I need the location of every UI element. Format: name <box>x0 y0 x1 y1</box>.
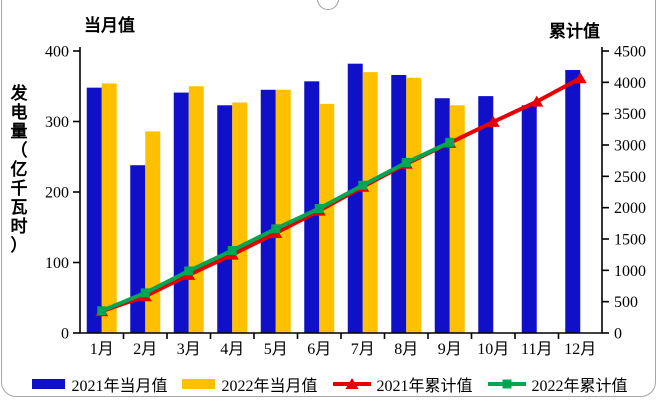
marker-triangle <box>530 95 544 107</box>
legend-label: 2021年累计值 <box>376 378 473 395</box>
bar-2021年当月值-7月 <box>347 63 363 333</box>
right-axis-title: 累计值 <box>549 22 600 41</box>
x-axis-label: 10月 <box>477 341 509 358</box>
y-axis-label-char: 电 <box>10 103 28 122</box>
right-axis-tick-label: 4000 <box>614 75 646 92</box>
y-axis-label-char: 量 <box>10 122 28 141</box>
bar-2021年当月值-9月 <box>434 98 450 333</box>
bar-2022年当月值-9月 <box>449 105 465 333</box>
y-axis-label-char: （ <box>10 141 28 160</box>
legend-line-swatch <box>487 379 526 389</box>
bar-2021年当月值-10月 <box>478 96 494 334</box>
marker-square <box>445 137 455 147</box>
triangle-marker-icon <box>345 378 358 389</box>
x-axis-label: 1月 <box>90 341 114 358</box>
legend-item-line-3: 2022年累计值 <box>487 372 628 396</box>
right-axis-tick-label: 2000 <box>614 200 646 217</box>
chart-legend: 2021年当月值 2022年当月值 2021年累计值 2022年累计值 <box>0 372 660 396</box>
y-axis-label-char: 亿 <box>10 160 28 179</box>
bar-2022年当月值-4月 <box>232 102 248 333</box>
left-axis-tick-label: 200 <box>45 185 69 202</box>
x-axis-label: 5月 <box>264 341 288 358</box>
bar-2022年当月值-8月 <box>406 77 422 333</box>
left-axis-title: 当月值 <box>84 16 135 35</box>
legend-bar-swatch <box>32 379 66 389</box>
x-axis-label: 3月 <box>177 341 201 358</box>
legend-label: 2022年累计值 <box>531 378 628 395</box>
right-axis-tick-label: 4500 <box>614 44 646 61</box>
right-axis-tick-label: 1500 <box>614 232 646 249</box>
bar-2021年当月值-8月 <box>391 74 407 333</box>
bar-2021年当月值-6月 <box>304 81 320 333</box>
x-axis-label: 4月 <box>220 341 244 358</box>
x-axis-label: 2月 <box>133 341 157 358</box>
bar-2022年当月值-5月 <box>275 89 291 334</box>
left-axis-tick-label: 400 <box>45 44 69 61</box>
x-axis-label: 7月 <box>351 341 375 358</box>
marker-square <box>358 180 368 190</box>
marker-triangle <box>573 72 587 84</box>
legend-line-swatch <box>332 378 371 389</box>
marker-square <box>271 224 281 234</box>
right-axis-tick-label: 3500 <box>614 106 646 123</box>
marker-square <box>401 158 411 168</box>
y-axis-label-char: 时 <box>10 217 28 236</box>
bar-2021年当月值-12月 <box>565 70 581 333</box>
legend-bar-swatch <box>182 379 216 389</box>
x-axis-label: 9月 <box>438 341 462 358</box>
y-axis-label-char: 千 <box>10 179 28 198</box>
right-axis-tick-label: 2500 <box>614 169 646 186</box>
legend-item-bar-0: 2021年当月值 <box>32 372 167 396</box>
bar-2021年当月值-2月 <box>130 165 146 333</box>
bar-2021年当月值-3月 <box>173 92 189 333</box>
left-axis-tick-label: 300 <box>45 114 69 131</box>
bar-2021年当月值-1月 <box>86 87 102 333</box>
x-axis-label: 12月 <box>564 341 596 358</box>
legend-label: 2021年当月值 <box>71 378 168 395</box>
marker-square <box>227 245 237 255</box>
right-axis-tick-label: 3000 <box>614 138 646 155</box>
bar-2022年当月值-2月 <box>145 131 161 333</box>
y-axis-label-char: 发 <box>10 84 28 103</box>
x-axis-label: 8月 <box>394 341 418 358</box>
bar-2021年当月值-4月 <box>217 105 233 333</box>
x-axis-label: 6月 <box>307 341 331 358</box>
y-axis-label-char: ） <box>10 236 28 255</box>
bar-2022年当月值-6月 <box>319 103 335 333</box>
bar-2022年当月值-3月 <box>188 86 204 333</box>
marker-square <box>314 203 324 213</box>
y-axis-label-char: 瓦 <box>10 198 28 217</box>
bar-2022年当月值-1月 <box>101 83 117 334</box>
right-axis-tick-label: 500 <box>614 294 638 311</box>
bar-2021年当月值-11月 <box>521 105 537 333</box>
legend-label: 2022年当月值 <box>221 378 318 395</box>
left-axis-tick-label: 0 <box>61 326 69 343</box>
marker-triangle <box>486 115 500 127</box>
right-axis-tick-label: 0 <box>614 326 622 343</box>
marker-square <box>184 266 194 276</box>
y-axis-label: 发电量（亿千瓦时） <box>7 84 31 255</box>
right-axis-tick-label: 1000 <box>614 263 646 280</box>
legend-item-line-2: 2021年累计值 <box>332 372 473 396</box>
marker-square <box>140 288 150 298</box>
square-marker-icon <box>502 379 512 389</box>
marker-square <box>97 306 107 316</box>
legend-item-bar-1: 2022年当月值 <box>182 372 318 396</box>
left-axis-tick-label: 100 <box>45 255 69 272</box>
bar-2021年当月值-5月 <box>260 89 276 334</box>
x-axis-label: 11月 <box>521 341 552 358</box>
bar-2022年当月值-7月 <box>362 72 378 334</box>
